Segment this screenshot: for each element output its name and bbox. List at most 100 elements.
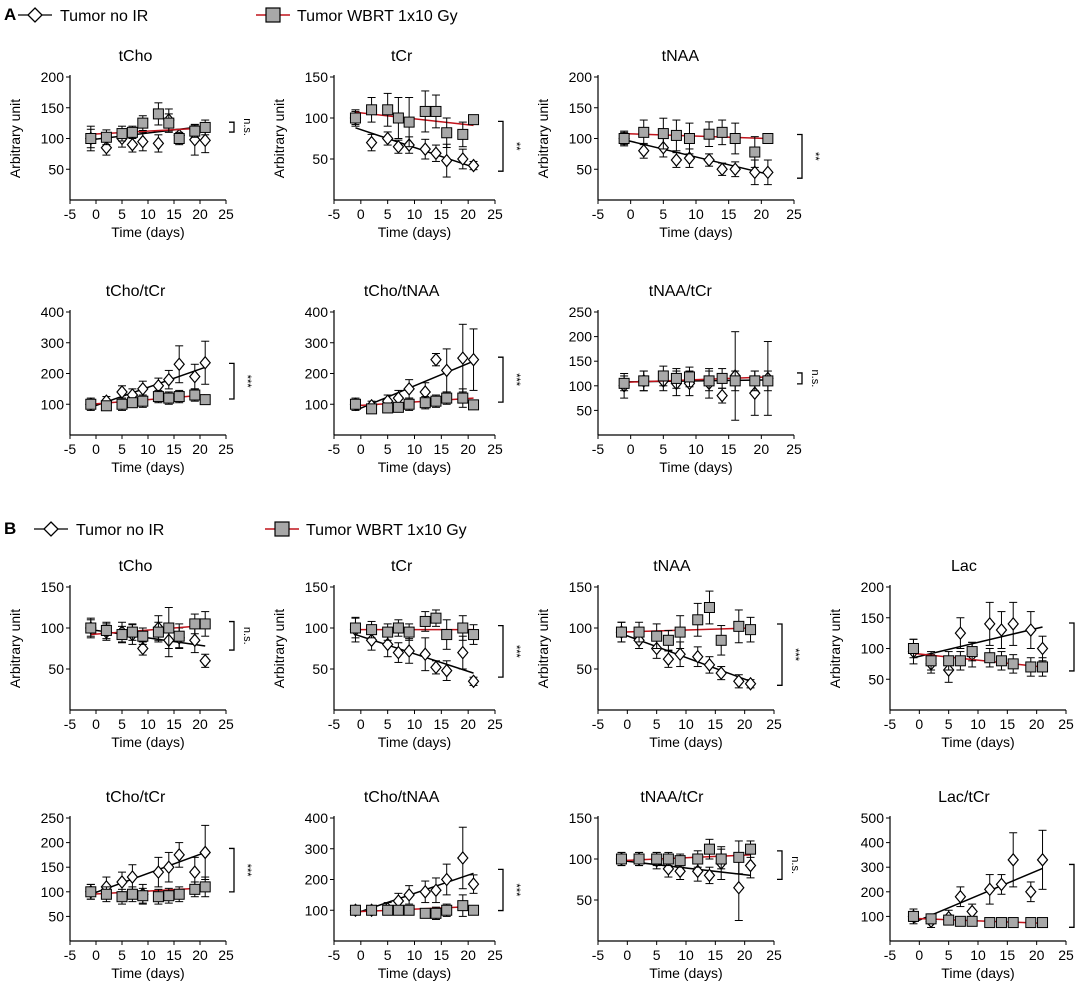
x-tick-label: 25 xyxy=(766,947,782,963)
data-point xyxy=(430,105,442,117)
y-tick-label: 50 xyxy=(576,402,592,418)
y-tick-label: 400 xyxy=(41,304,65,320)
series-treated xyxy=(907,910,1049,929)
data-point xyxy=(1007,852,1019,867)
significance-bracket xyxy=(229,847,235,893)
x-tick-label: 10 xyxy=(688,206,704,222)
data-point xyxy=(907,643,919,654)
x-tick-label: 20 xyxy=(192,947,208,963)
data-point xyxy=(1025,917,1037,929)
data-point xyxy=(349,112,361,124)
panel-a-letter: A xyxy=(4,5,16,24)
data-point xyxy=(189,618,201,630)
y-tick-label: 100 xyxy=(569,620,593,636)
data-point xyxy=(430,907,442,919)
x-tick-label: 20 xyxy=(737,716,753,732)
significance-bracket xyxy=(797,372,803,385)
data-point xyxy=(729,162,741,177)
x-tick-label: 20 xyxy=(192,441,208,457)
y-tick-label: 250 xyxy=(41,810,65,826)
x-tick-label: 0 xyxy=(92,441,100,457)
x-tick-label: 15 xyxy=(721,206,737,222)
fit-line xyxy=(623,139,769,175)
significance-label: ** xyxy=(809,152,821,161)
data-point xyxy=(638,375,650,387)
significance-label: n.s. xyxy=(241,118,253,136)
data-point xyxy=(85,622,97,634)
data-point xyxy=(692,853,704,865)
data-point xyxy=(995,655,1007,667)
data-point xyxy=(366,104,378,116)
data-point xyxy=(651,853,663,865)
series-treated xyxy=(615,590,757,656)
data-point xyxy=(1036,641,1049,656)
series-control xyxy=(349,616,480,689)
chart-title: tNAA xyxy=(662,48,700,65)
data-point xyxy=(468,114,480,126)
x-tick-label: 0 xyxy=(357,947,365,963)
y-tick-label: 100 xyxy=(569,378,593,394)
data-point xyxy=(189,865,201,880)
series-treated xyxy=(349,609,480,650)
data-point xyxy=(419,907,431,919)
data-point xyxy=(173,847,185,862)
data-point xyxy=(995,623,1008,637)
x-axis-label: Time (days) xyxy=(111,965,184,981)
significance-bracket xyxy=(229,620,235,651)
data-point xyxy=(691,649,704,664)
data-point xyxy=(199,394,211,406)
y-tick-label: 150 xyxy=(41,579,65,595)
y-tick-label: 150 xyxy=(41,859,65,875)
x-tick-label: 5 xyxy=(384,716,392,732)
data-point xyxy=(670,129,682,141)
data-point xyxy=(126,888,138,900)
chart-a-tnaa-tcr: tNAA/tCr 50 100 150 200 250 -5 0 5 10 15 20 25 Time (… xyxy=(569,283,821,475)
data-point xyxy=(430,883,442,898)
y-tick-label: 400 xyxy=(305,810,329,826)
x-tick-label: 25 xyxy=(487,947,503,963)
x-tick-label: 20 xyxy=(1029,947,1045,963)
data-point xyxy=(419,884,432,899)
data-point xyxy=(440,663,453,678)
x-tick-label: 15 xyxy=(434,206,450,222)
y-tick-label: 150 xyxy=(305,69,329,85)
y-tick-label: 150 xyxy=(569,810,593,826)
data-point xyxy=(137,630,149,642)
x-tick-label: 20 xyxy=(460,716,476,732)
data-point xyxy=(457,128,469,140)
significance-bracket xyxy=(498,120,504,172)
data-point xyxy=(137,890,149,902)
data-point xyxy=(137,641,149,656)
significance-label: ** xyxy=(510,142,522,151)
y-tick-label: 100 xyxy=(861,641,885,657)
series-treated xyxy=(349,90,480,149)
data-point xyxy=(152,626,164,638)
data-point xyxy=(749,165,761,180)
data-point xyxy=(633,626,645,638)
series-control xyxy=(907,829,1049,929)
x-tick-label: 15 xyxy=(166,206,182,222)
significance-label: *** xyxy=(510,645,522,659)
data-point xyxy=(995,877,1008,892)
data-point xyxy=(745,624,757,636)
data-point xyxy=(392,622,404,634)
data-point xyxy=(457,900,469,912)
x-axis-label: Time (days) xyxy=(378,224,451,240)
chart-b-tcho: tCho 50 100 150 -5 0 5 10 15 20 25 Time (days) Arbit… xyxy=(7,558,253,750)
data-point xyxy=(403,398,415,410)
y-tick-label: 200 xyxy=(569,329,593,345)
x-tick-label: 25 xyxy=(1058,716,1074,732)
x-tick-label: 15 xyxy=(721,441,737,457)
data-point xyxy=(126,397,138,409)
data-point xyxy=(349,904,361,916)
x-tick-label: 25 xyxy=(487,206,503,222)
data-point xyxy=(703,602,715,613)
x-tick-label: 5 xyxy=(118,206,126,222)
x-tick-label: 5 xyxy=(945,947,953,963)
data-point xyxy=(703,843,715,855)
data-point xyxy=(683,133,695,144)
x-tick-label: 15 xyxy=(1000,947,1016,963)
x-tick-label: 15 xyxy=(166,441,182,457)
data-point xyxy=(984,652,996,664)
data-point xyxy=(729,375,741,387)
